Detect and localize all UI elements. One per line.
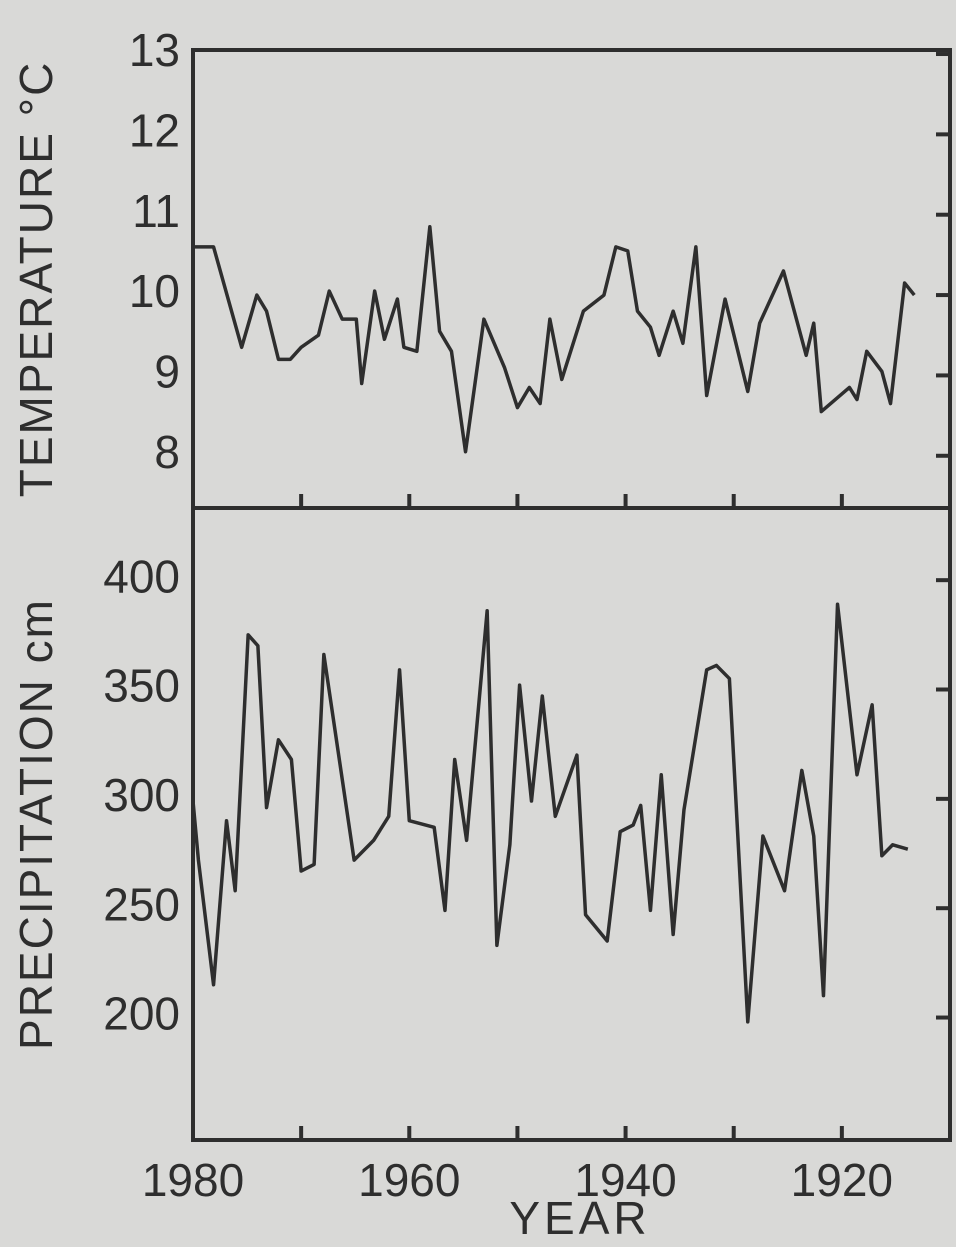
x-tick-label: 1980 bbox=[142, 1154, 244, 1206]
y-tick-label: 13 bbox=[129, 24, 180, 76]
y-axis-label: TEMPERATURE °C bbox=[10, 61, 62, 498]
y-tick-label: 250 bbox=[103, 878, 180, 930]
x-axis-label: YEAR bbox=[509, 1192, 650, 1244]
plot-frame bbox=[191, 506, 952, 1142]
y-tick-label: 8 bbox=[154, 426, 180, 478]
y-tick-label: 200 bbox=[103, 988, 180, 1040]
data-line bbox=[193, 225, 916, 454]
x-tick-label: 1940 bbox=[574, 1154, 676, 1206]
x-tick-label: 1920 bbox=[791, 1154, 893, 1206]
y-tick-label: 300 bbox=[103, 769, 180, 821]
y-tick-label: 11 bbox=[132, 185, 180, 237]
y-tick-label: 350 bbox=[103, 660, 180, 712]
plot-frame bbox=[191, 48, 952, 510]
data-line bbox=[191, 602, 909, 1024]
y-tick-label: 10 bbox=[129, 265, 180, 317]
y-tick-label: 9 bbox=[154, 346, 180, 398]
x-tick-label: 1960 bbox=[358, 1154, 460, 1206]
y-tick-label: 400 bbox=[103, 550, 180, 602]
y-axis-label: PRECIPITATION cm bbox=[10, 598, 62, 1050]
y-tick-label: 12 bbox=[129, 105, 180, 157]
